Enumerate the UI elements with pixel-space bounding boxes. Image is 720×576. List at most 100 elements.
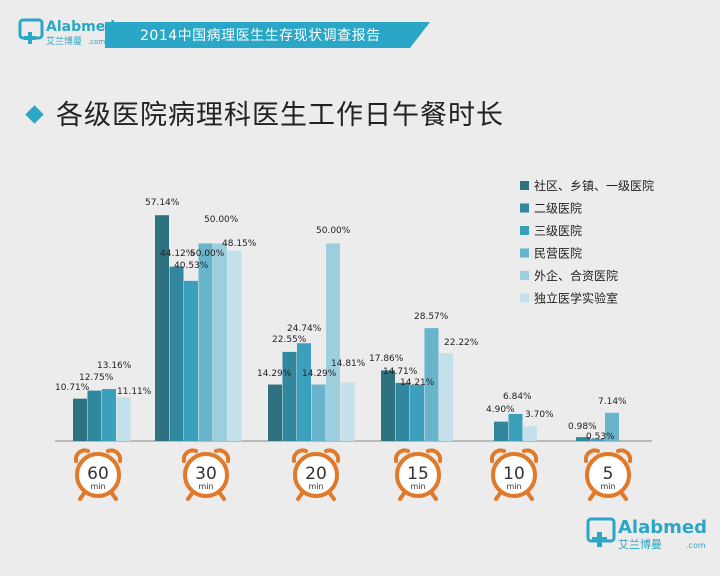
- data-label-2-1: 22.55%: [272, 335, 307, 345]
- bar-4-5: [523, 426, 537, 441]
- bar-3-1: [395, 382, 410, 441]
- clock-minutes-3: 15: [407, 464, 429, 484]
- data-label-1-0: 57.14%: [145, 198, 180, 208]
- clock-unit-5: min: [600, 482, 615, 491]
- clock-bell-left-3: [393, 448, 410, 463]
- bar-2-2: [297, 343, 311, 441]
- logo-com: .com: [88, 38, 105, 46]
- data-label-4-5: 3.70%: [525, 410, 554, 420]
- clock-unit-4: min: [506, 482, 521, 491]
- clock-minutes-4: 10: [503, 464, 525, 484]
- clock-bell-right-3: [426, 448, 443, 463]
- bar-2-0: [268, 384, 282, 441]
- alarm-clock-icon-3: [395, 452, 441, 498]
- bar-2-1: [282, 351, 297, 441]
- bar-0-5: [116, 397, 131, 441]
- data-label-1-1: 44.12%: [160, 249, 195, 259]
- data-label-2-5: 14.81%: [331, 359, 366, 369]
- alarm-clock-icon-2: [293, 452, 339, 498]
- alarm-clock-icon-0: [75, 452, 121, 498]
- logo-text: Alabmed: [46, 19, 115, 35]
- legend-label-3: 民营医院: [534, 247, 582, 261]
- bar-1-0: [155, 215, 169, 441]
- clock-bell-left-0: [73, 448, 90, 463]
- alarm-clock-icon-4: [491, 452, 537, 498]
- footer-logo-subtext: 艾兰博曼: [618, 538, 662, 551]
- clock-bell-left-2: [291, 448, 308, 463]
- clock-bell-left-5: [583, 448, 600, 463]
- alabmed-logo: Alabmed 艾兰博曼 .com: [18, 18, 115, 47]
- data-label-2-4: 50.00%: [316, 226, 351, 236]
- legend-label-4: 外企、合资医院: [534, 268, 618, 283]
- bar-3-0: [381, 370, 395, 441]
- clock-bell-right-0: [106, 448, 123, 463]
- data-label-1-5: 48.15%: [222, 239, 257, 249]
- bar-5-1: [576, 437, 590, 441]
- clock-unit-0: min: [90, 482, 105, 491]
- clock-minutes-5: 5: [603, 464, 614, 484]
- clock-minutes-2: 20: [305, 464, 327, 484]
- report-title: 2014中国病理医生生存现状调查报告: [140, 28, 381, 44]
- data-label-3-1: 14.71%: [383, 367, 418, 377]
- bar-1-4: [213, 243, 227, 441]
- clock-bell-right-1: [214, 448, 231, 463]
- bar-1-3: [198, 243, 213, 441]
- data-label-0-0: 10.71%: [55, 383, 90, 393]
- legend-swatch-4: [520, 271, 529, 280]
- legend-swatch-3: [520, 248, 529, 258]
- data-label-3-2: 14.21%: [400, 378, 435, 388]
- alabmed-logo-footer: Alabmed 艾兰博曼 .com: [586, 517, 707, 551]
- bar-3-5: [439, 353, 453, 441]
- legend-swatch-1: [520, 203, 529, 213]
- clock-unit-3: min: [410, 482, 425, 491]
- bar-1-2: [184, 280, 198, 441]
- legend-label-2: 三级医院: [534, 224, 582, 238]
- legend-swatch-2: [520, 226, 529, 235]
- data-label-2-2: 24.74%: [287, 324, 322, 334]
- data-label-0-2: 13.16%: [97, 361, 132, 371]
- data-label-3-3: 28.57%: [414, 312, 449, 322]
- alarm-clock-icon-5: [585, 452, 631, 498]
- bar-5-2: [590, 438, 605, 441]
- data-label-5-2: 0.53%: [586, 432, 615, 442]
- bar-1-5: [227, 250, 242, 441]
- clock-bell-right-5: [616, 448, 633, 463]
- data-label-4-2: 6.84%: [503, 392, 532, 402]
- logo-subtext: 艾兰博曼: [46, 35, 82, 47]
- data-label-1-4: 50.00%: [204, 215, 239, 225]
- data-label-0-5: 11.11%: [117, 387, 152, 397]
- alarm-clock-icon-1: [183, 452, 229, 498]
- clock-unit-1: min: [198, 482, 213, 491]
- bar-2-3: [311, 384, 326, 441]
- data-label-0-1: 12.75%: [79, 373, 114, 383]
- clock-minutes-1: 30: [195, 464, 217, 484]
- bar-4-2: [508, 413, 523, 441]
- page-title: 各级医院病理科医生工作日午餐时长: [56, 100, 504, 131]
- data-label-1-3: 50.00%: [190, 249, 225, 259]
- clock-bell-left-1: [181, 448, 198, 463]
- data-label-2-3: 14.29%: [302, 369, 337, 379]
- bar-0-2: [102, 389, 116, 441]
- data-label-5-3: 7.14%: [598, 397, 627, 407]
- bar-3-3: [424, 328, 439, 441]
- bar-2-5: [340, 382, 355, 441]
- bar-1-1: [169, 266, 184, 441]
- header-bar: [105, 22, 430, 48]
- footer-logo-text: Alabmed: [618, 517, 707, 538]
- clock-unit-2: min: [308, 482, 323, 491]
- bar-3-2: [410, 384, 424, 441]
- bar-0-1: [87, 390, 102, 441]
- footer-logo-com: .com: [686, 541, 706, 550]
- legend-label-0: 社区、乡镇、一级医院: [534, 178, 654, 193]
- legend-label-5: 独立医学实验室: [534, 291, 618, 306]
- data-label-5-1: 0.98%: [568, 422, 597, 432]
- legend-label-1: 二级医院: [534, 202, 582, 216]
- bar-4-1: [494, 421, 508, 441]
- data-label-4-1: 4.90%: [486, 405, 515, 415]
- legend-swatch-5: [520, 293, 529, 303]
- data-label-3-5: 22.22%: [444, 338, 479, 348]
- bar-0-0: [73, 398, 87, 441]
- legend-swatch-0: [520, 181, 529, 190]
- clock-minutes-0: 60: [87, 464, 109, 484]
